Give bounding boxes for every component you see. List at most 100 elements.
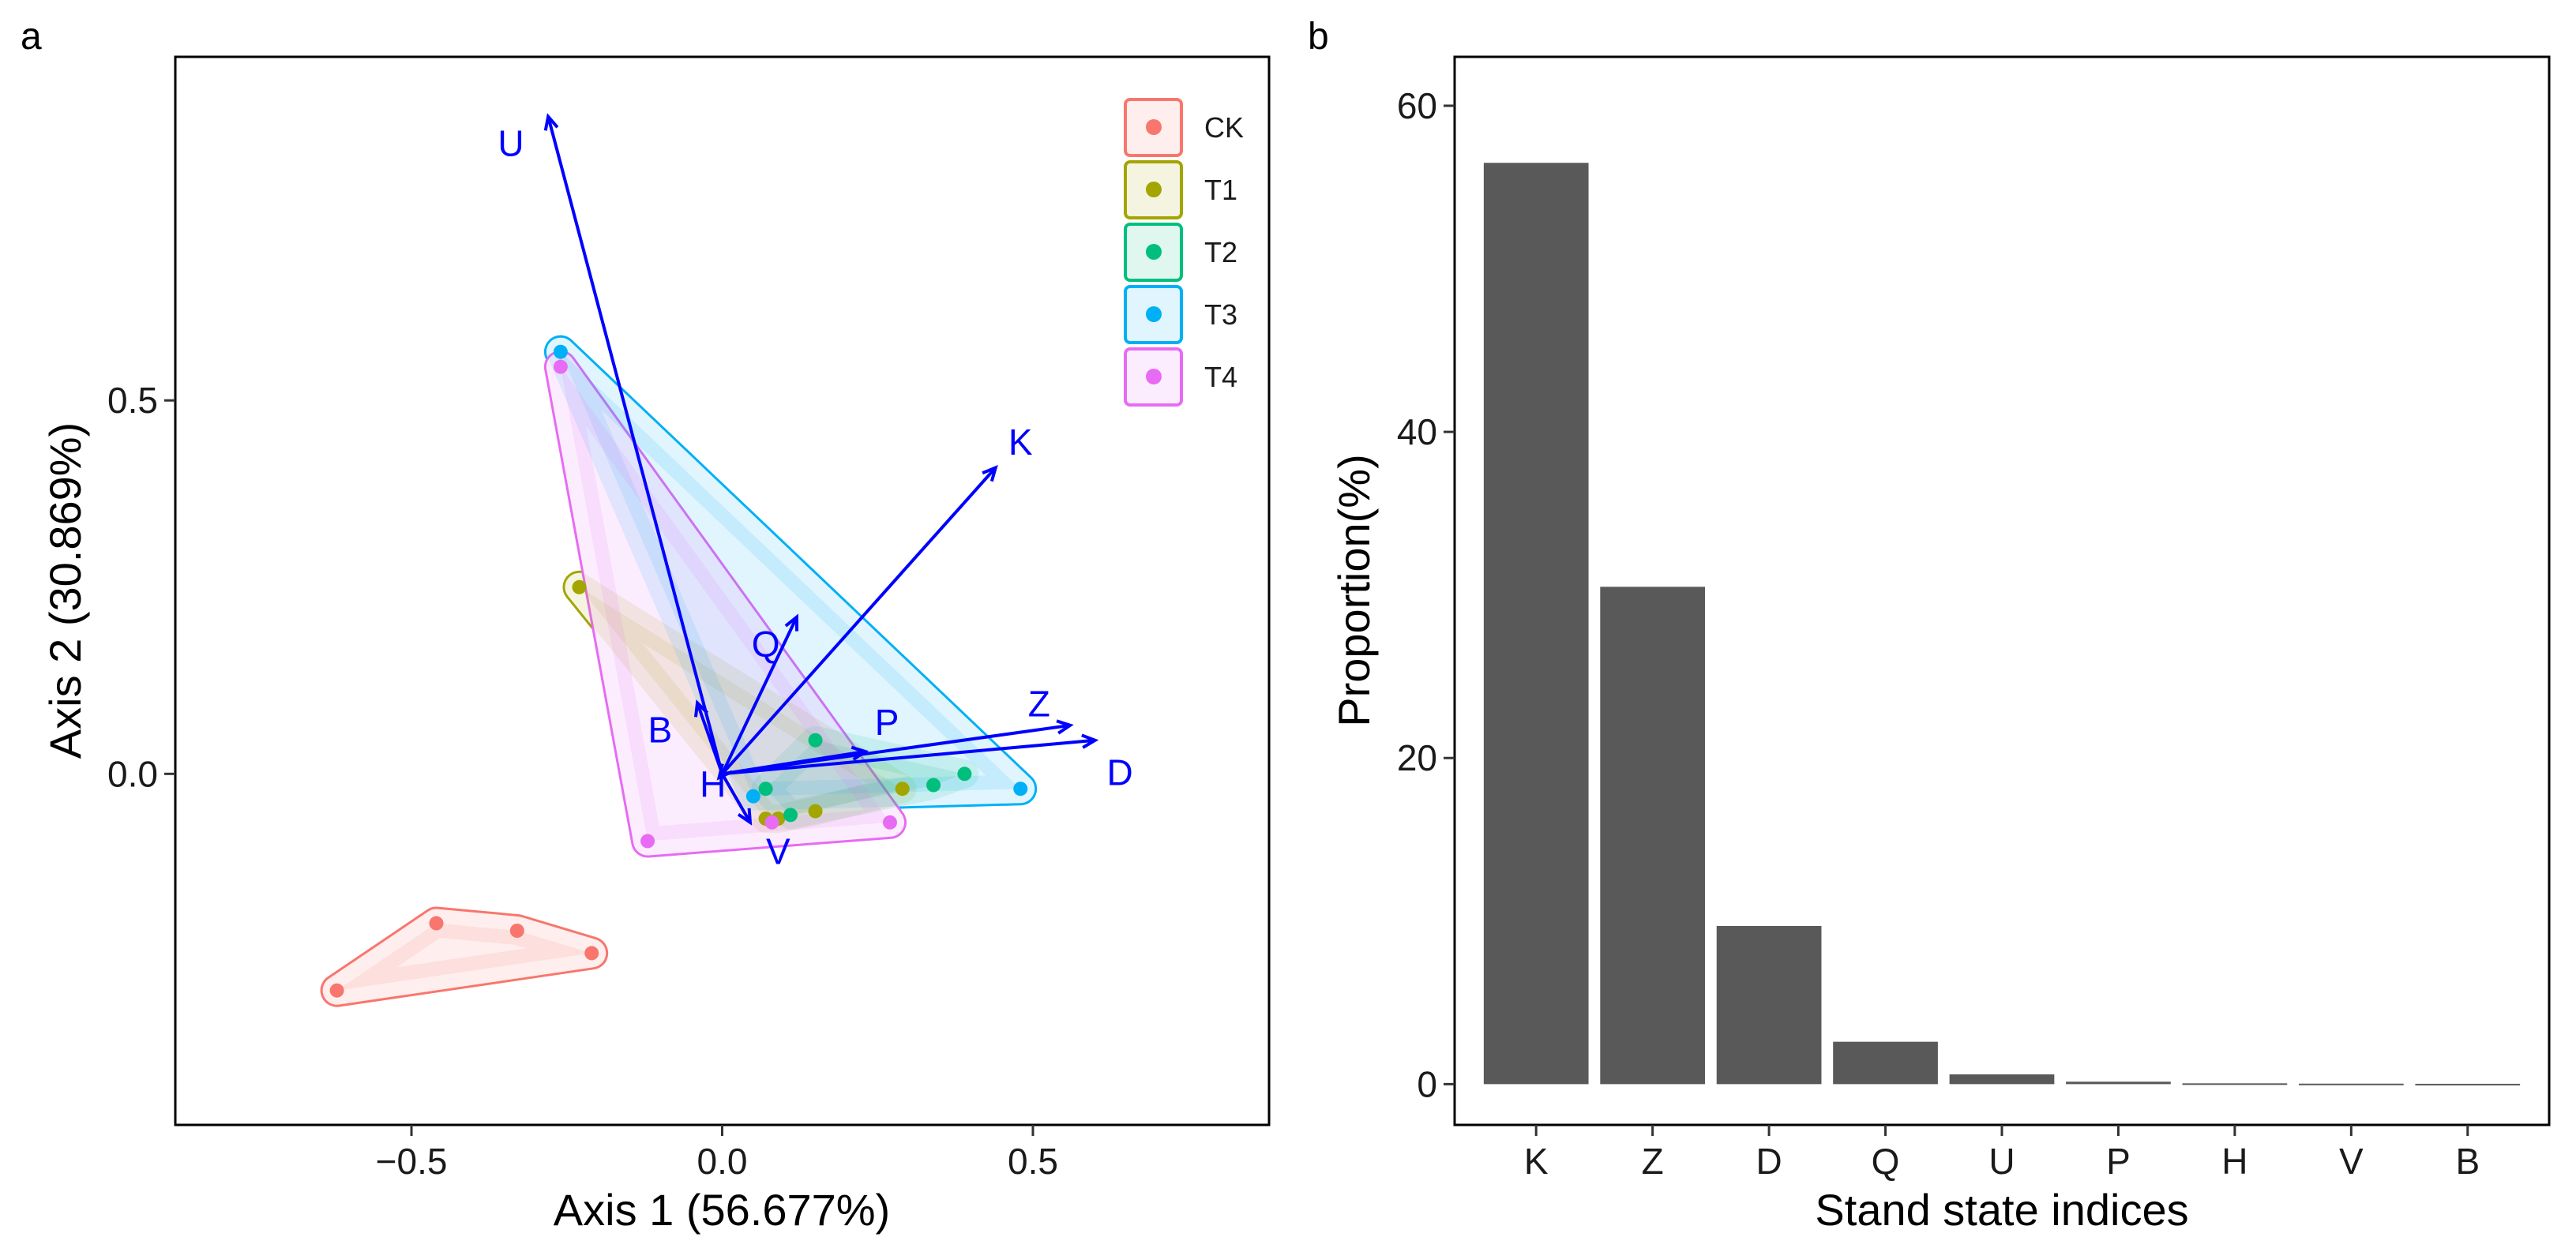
x-tick-label-k: K (1524, 1141, 1549, 1182)
panel-label-a: a (21, 16, 42, 58)
vector-p (722, 749, 866, 776)
vector-k (721, 467, 997, 775)
hull-t4 (546, 352, 904, 856)
point-ck (584, 946, 599, 961)
pca-biplot: U K Q Z D P BHV −0.5 0.0 0.5 0.0 0.5 Axis 1 (56.67… (40, 55, 1271, 1235)
axes-a: −0.5 0.0 0.5 0.0 0.5 (107, 380, 1058, 1182)
legend-label-t3: T3 (1204, 298, 1237, 331)
vector-arrowhead-b (694, 699, 709, 718)
vector-arrowhead-k (982, 464, 998, 482)
x-tick-label-u: U (1988, 1141, 2015, 1182)
point-t4 (553, 359, 568, 374)
vector-label-p: P (875, 702, 899, 743)
group-hulls (320, 335, 1038, 1007)
vector-arrowhead-u (543, 113, 559, 131)
legend-label-t1: T1 (1204, 174, 1237, 206)
x-tick-label-z: Z (1642, 1141, 1664, 1182)
x-axis-title-a: Axis 1 (56.677%) (554, 1185, 890, 1235)
legend-label-t4: T4 (1204, 361, 1237, 393)
y-tick-label-b: 20 (1397, 737, 1437, 778)
vector-q (720, 616, 798, 775)
bar-u (1949, 1074, 2055, 1085)
point-t2 (758, 782, 773, 797)
vector-d (722, 738, 1095, 776)
vector-b (696, 702, 724, 774)
bar-h (2182, 1083, 2288, 1085)
point-t1 (572, 579, 587, 594)
x-axis-title-b: Stand state indices (1815, 1185, 2188, 1235)
point-t2 (783, 808, 798, 823)
x-tick-label-p: P (2106, 1141, 2131, 1182)
vector-arrowhead-d (1081, 733, 1099, 749)
vector-label-v: V (766, 831, 790, 872)
point-t3 (745, 789, 760, 804)
point-t4 (764, 815, 779, 830)
point-t2 (957, 767, 972, 782)
x-tick-label-v: V (2339, 1141, 2364, 1182)
bars (1483, 163, 2521, 1085)
point-t2 (808, 733, 823, 748)
legend-dot-t2 (1146, 244, 1162, 260)
proportion-bar-chart: K Z D Q U P H V B 0 20 40 60 Stand state indices Pro… (1329, 55, 2551, 1235)
legend: CK T1 T2 T3 T4 (1124, 98, 1244, 407)
hull-t3 (546, 337, 1035, 811)
y-tick-label-b: 0 (1417, 1063, 1437, 1104)
vector-v (720, 773, 752, 823)
point-t1 (808, 804, 823, 819)
legend-dot-ck (1146, 119, 1162, 135)
vector-arrowhead-q (784, 613, 799, 632)
vector-arrowhead-v (737, 808, 753, 826)
bar-b (2415, 1083, 2521, 1085)
vector-label-d: D (1107, 752, 1133, 793)
y-tick-label-a: 0.0 (107, 753, 158, 794)
bar-q (1833, 1041, 1938, 1085)
x-tick-label-d: D (1756, 1141, 1782, 1182)
vector-label-b: B (648, 709, 672, 750)
bar-d (1716, 925, 1822, 1085)
point-ck (329, 983, 344, 998)
y-tick-label-b: 60 (1397, 85, 1437, 126)
x-tick-label-a: −0.5 (376, 1141, 448, 1182)
x-tick-label-q: Q (1872, 1141, 1900, 1182)
y-tick-label-a: 0.5 (107, 380, 158, 421)
vector-u (546, 116, 724, 774)
point-t4 (640, 834, 655, 849)
vector-arrowhead-h (716, 763, 733, 781)
legend-label-ck: CK (1204, 111, 1244, 144)
vector-label-u: U (498, 123, 524, 164)
point-t3 (553, 344, 568, 359)
point-ck (509, 924, 524, 938)
bar-p (2066, 1081, 2171, 1085)
vector-arrowhead-p (851, 745, 869, 761)
vector-label-z: Z (1028, 683, 1050, 724)
point-t1 (895, 782, 910, 797)
legend-label-t2: T2 (1204, 236, 1237, 268)
x-tick-label-h: H (2221, 1141, 2247, 1182)
legend-dot-t1 (1146, 182, 1162, 197)
vector-label-k: K (1008, 422, 1033, 463)
x-tick-label-a: 0.5 (1008, 1141, 1058, 1182)
legend-dot-t4 (1146, 369, 1162, 384)
legend-dot-t3 (1146, 306, 1162, 322)
bar-v (2298, 1083, 2404, 1085)
axes-b: K Z D Q U P H V B 0 20 40 60 (1397, 85, 2480, 1182)
group-points (329, 344, 1028, 998)
vector-label-h: H (700, 763, 726, 804)
panel-label-b: b (1308, 16, 1329, 58)
point-t2 (926, 778, 941, 793)
y-axis-title-a: Axis 2 (30.869%) (40, 422, 90, 759)
loading-vectors: U K Q Z D P BHV (498, 113, 1133, 872)
point-t4 (882, 815, 897, 830)
hull-ck (322, 909, 606, 1005)
bar-k (1483, 163, 1589, 1085)
bar-z (1600, 587, 1706, 1085)
point-ck (429, 916, 444, 931)
x-tick-label-b: B (2455, 1141, 2480, 1182)
vector-arrowhead-z (1056, 719, 1074, 735)
y-tick-label-b: 40 (1397, 411, 1437, 452)
point-t3 (1013, 782, 1028, 797)
x-tick-label-a: 0.0 (697, 1141, 748, 1182)
vector-label-q: Q (752, 624, 780, 665)
hull-t4-inner (546, 352, 904, 856)
